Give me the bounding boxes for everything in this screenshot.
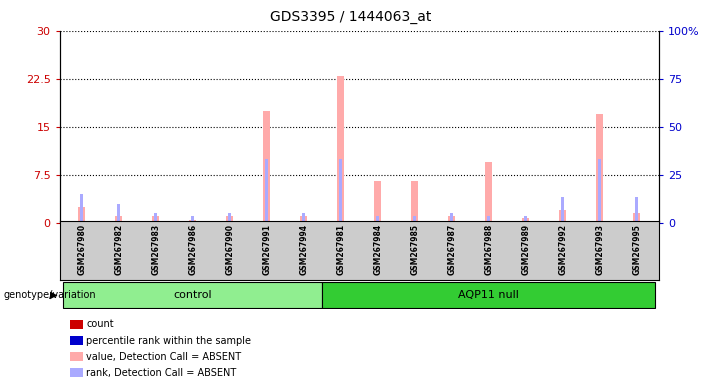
Bar bbox=[302, 213, 306, 223]
Text: GSM267988: GSM267988 bbox=[484, 224, 494, 275]
Text: value, Detection Call = ABSENT: value, Detection Call = ABSENT bbox=[86, 352, 241, 362]
Bar bbox=[301, 216, 307, 223]
Text: GSM267995: GSM267995 bbox=[632, 224, 641, 275]
Text: GSM267994: GSM267994 bbox=[299, 224, 308, 275]
Bar bbox=[411, 181, 418, 223]
Bar bbox=[374, 181, 381, 223]
Bar bbox=[264, 111, 270, 223]
Bar bbox=[152, 216, 159, 223]
Text: GDS3395 / 1444063_at: GDS3395 / 1444063_at bbox=[270, 10, 431, 23]
Text: GSM267983: GSM267983 bbox=[151, 224, 161, 275]
Bar bbox=[597, 114, 603, 223]
Bar bbox=[634, 213, 640, 223]
Text: GSM267987: GSM267987 bbox=[447, 224, 456, 275]
Text: GSM267991: GSM267991 bbox=[262, 224, 271, 275]
Bar bbox=[322, 282, 655, 308]
Bar bbox=[635, 197, 639, 223]
Text: GSM267989: GSM267989 bbox=[522, 224, 530, 275]
Text: genotype/variation: genotype/variation bbox=[4, 290, 96, 300]
Bar bbox=[449, 216, 455, 223]
Bar bbox=[226, 216, 233, 223]
Text: GSM267992: GSM267992 bbox=[558, 224, 567, 275]
Bar bbox=[228, 213, 231, 223]
Bar bbox=[117, 204, 121, 223]
Text: GSM267980: GSM267980 bbox=[77, 224, 86, 275]
Bar bbox=[559, 210, 566, 223]
Text: ▶: ▶ bbox=[50, 290, 57, 300]
Bar bbox=[485, 162, 492, 223]
Text: GSM267990: GSM267990 bbox=[225, 224, 234, 275]
Bar bbox=[561, 197, 564, 223]
Bar bbox=[63, 282, 322, 308]
Bar bbox=[522, 218, 529, 223]
Text: GSM267981: GSM267981 bbox=[336, 224, 346, 275]
Text: count: count bbox=[86, 319, 114, 329]
Bar bbox=[265, 159, 268, 223]
Text: control: control bbox=[173, 290, 212, 300]
Bar bbox=[376, 217, 379, 223]
Text: percentile rank within the sample: percentile rank within the sample bbox=[86, 336, 251, 346]
Bar bbox=[337, 76, 344, 223]
Bar bbox=[598, 159, 601, 223]
Bar bbox=[339, 159, 342, 223]
Bar bbox=[413, 217, 416, 223]
Bar bbox=[80, 194, 83, 223]
Bar bbox=[154, 213, 158, 223]
Bar bbox=[189, 220, 196, 223]
Text: GSM267984: GSM267984 bbox=[373, 224, 382, 275]
Text: GSM267986: GSM267986 bbox=[189, 224, 197, 275]
Text: AQP11 null: AQP11 null bbox=[458, 290, 519, 300]
Bar bbox=[79, 207, 85, 223]
Text: GSM267993: GSM267993 bbox=[595, 224, 604, 275]
Bar bbox=[524, 217, 527, 223]
Bar bbox=[487, 217, 491, 223]
Bar bbox=[191, 217, 194, 223]
Bar bbox=[450, 213, 454, 223]
Text: GSM267982: GSM267982 bbox=[114, 224, 123, 275]
Bar bbox=[116, 216, 122, 223]
Text: GSM267985: GSM267985 bbox=[410, 224, 419, 275]
Text: rank, Detection Call = ABSENT: rank, Detection Call = ABSENT bbox=[86, 368, 236, 378]
